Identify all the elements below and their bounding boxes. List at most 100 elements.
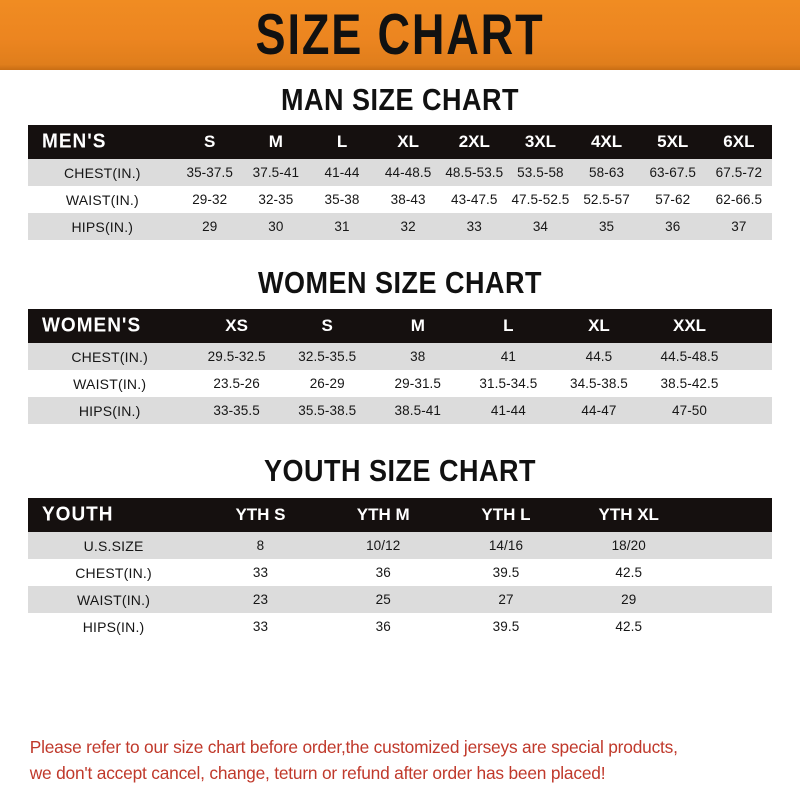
youth-category-label: YOUTH — [42, 503, 114, 526]
men-size-header-6: 4XL — [590, 132, 623, 151]
men-cell-0-5: 53.5-58 — [517, 165, 564, 180]
men-size-header-0: S — [204, 132, 216, 151]
men-cell-1-0: 29-32 — [192, 192, 228, 207]
youth-cell-3-0: 33 — [252, 619, 269, 634]
men-cell-2-0: 29 — [202, 219, 218, 234]
women-cell-1-4: 34.5-38.5 — [569, 376, 628, 391]
women-size-table: WOMEN'S XS S M L XL XXL CHEST(IN.) 29.5-32.5 32.5… — [28, 309, 772, 424]
section-men: MAN SIZE CHART MEN'S S M L XL 2XL 3XL 4XL 5XL 6XL… — [0, 70, 800, 240]
men-cell-2-7: 36 — [665, 219, 681, 234]
men-cell-1-2: 35-38 — [324, 192, 360, 207]
women-row-label-0: CHEST(IN.) — [71, 348, 148, 365]
women-cell-0-5: 44.5-48.5 — [660, 349, 719, 364]
youth-header-spacer — [690, 498, 772, 532]
youth-cell-spacer — [690, 613, 772, 640]
women-header-row: WOMEN'S XS S M L XL XXL — [28, 309, 772, 343]
men-cell-0-6: 58-63 — [589, 165, 625, 180]
youth-cell-spacer — [690, 586, 772, 613]
youth-header-row: YOUTH YTH S YTH M YTH L YTH XL — [28, 498, 772, 532]
women-size-header-4: XL — [588, 316, 610, 335]
men-row-label-1: WAIST(IN.) — [65, 191, 139, 208]
youth-cell-2-1: 25 — [375, 592, 391, 607]
youth-size-table: YOUTH YTH S YTH M YTH L YTH XL U.S.SIZE 8 10/12… — [28, 498, 772, 640]
youth-cell-0-3: 18/20 — [611, 538, 646, 553]
men-cell-2-2: 31 — [334, 219, 350, 234]
women-size-header-5: XXL — [672, 316, 707, 335]
men-cell-1-4: 43-47.5 — [451, 192, 498, 207]
men-size-header-7: 5XL — [657, 132, 689, 151]
policy-line-1: Please refer to our size chart before or… — [29, 737, 678, 758]
men-category-label: MEN'S — [42, 130, 107, 153]
men-size-table: MEN'S S M L XL 2XL 3XL 4XL 5XL 6XL CHEST(IN.) 35-37… — [28, 125, 772, 240]
men-table-body: MEN'S S M L XL 2XL 3XL 4XL 5XL 6XL CHEST(IN.) 35-37… — [28, 125, 772, 240]
women-section-title: WOMEN SIZE CHART — [258, 266, 542, 300]
youth-cell-0-0: 8 — [256, 538, 265, 553]
youth-size-header-0: YTH S — [235, 505, 286, 524]
youth-row-label-2: WAIST(IN.) — [77, 591, 151, 608]
men-header-row: MEN'S S M L XL 2XL 3XL 4XL 5XL 6XL — [28, 125, 772, 159]
table-row: HIPS(IN.) 33 36 39.5 42.5 — [28, 613, 772, 640]
women-size-header-1: S — [321, 316, 333, 335]
youth-cell-spacer — [690, 559, 772, 586]
table-row: HIPS(IN.) 33-35.5 35.5-38.5 38.5-41 41-44 44-… — [28, 397, 772, 424]
women-cell-1-2: 29-31.5 — [394, 376, 442, 391]
men-cell-2-8: 37 — [731, 219, 747, 234]
men-cell-0-4: 48.5-53.5 — [445, 165, 504, 180]
men-row-label-2: HIPS(IN.) — [71, 218, 134, 235]
men-cell-0-1: 37.5-41 — [252, 165, 300, 180]
men-cell-0-2: 41-44 — [324, 165, 360, 180]
youth-cell-2-3: 29 — [621, 592, 637, 607]
order-policy-note: Please refer to our size chart before or… — [4, 735, 796, 800]
page-banner: SIZE CHART — [0, 0, 800, 70]
men-cell-2-6: 35 — [598, 219, 615, 234]
men-cell-1-5: 47.5-52.5 — [511, 192, 570, 207]
youth-cell-2-0: 23 — [252, 592, 269, 607]
women-cell-0-0: 29.5-32.5 — [207, 349, 266, 364]
women-cell-2-0: 33-35.5 — [213, 403, 260, 418]
women-cell-spacer — [735, 343, 772, 370]
youth-row-label-1: CHEST(IN.) — [75, 564, 152, 581]
men-size-header-3: XL — [397, 132, 420, 151]
youth-row-label-0: U.S.SIZE — [83, 537, 144, 554]
table-row: U.S.SIZE 8 10/12 14/16 18/20 — [28, 532, 772, 559]
men-size-header-2: L — [336, 132, 348, 151]
men-cell-0-7: 63-67.5 — [649, 165, 696, 180]
men-cell-1-7: 57-62 — [655, 192, 691, 207]
men-size-header-4: 2XL — [458, 132, 490, 151]
women-cell-2-3: 41-44 — [490, 403, 526, 418]
men-cell-2-5: 34 — [532, 219, 549, 234]
table-row: CHEST(IN.) 35-37.5 37.5-41 41-44 44-48.5 48.5… — [28, 159, 772, 186]
youth-size-header-3: YTH XL — [598, 505, 659, 524]
women-cell-2-2: 38.5-41 — [394, 403, 442, 418]
women-cell-2-4: 44-47 — [581, 403, 617, 418]
women-cell-1-3: 31.5-34.5 — [479, 376, 538, 391]
men-cell-1-6: 52.5-57 — [583, 192, 630, 207]
youth-cell-1-3: 42.5 — [615, 565, 643, 580]
youth-size-header-2: YTH L — [481, 505, 531, 524]
women-cell-0-4: 44.5 — [585, 349, 613, 364]
men-section-title: MAN SIZE CHART — [281, 83, 519, 117]
table-row: WAIST(IN.) 23.5-26 26-29 29-31.5 31.5-34.5 34… — [28, 370, 772, 397]
women-cell-0-3: 41 — [500, 349, 516, 364]
policy-line-2: we don't accept cancel, change, teturn o… — [29, 762, 606, 783]
youth-cell-0-2: 14/16 — [488, 538, 524, 553]
men-size-header-1: M — [268, 132, 283, 151]
youth-table-body: YOUTH YTH S YTH M YTH L YTH XL U.S.SIZE 8 10/12… — [28, 498, 772, 640]
women-category-label: WOMEN'S — [42, 314, 142, 337]
women-cell-2-1: 35.5-38.5 — [298, 403, 357, 418]
men-cell-2-1: 30 — [268, 219, 284, 234]
youth-cell-3-1: 36 — [375, 619, 391, 634]
table-row: WAIST(IN.) 29-32 32-35 35-38 38-43 43-47.5 47.… — [28, 186, 772, 213]
women-cell-0-1: 32.5-35.5 — [298, 349, 357, 364]
women-row-label-1: WAIST(IN.) — [73, 375, 147, 392]
table-row: CHEST(IN.) 29.5-32.5 32.5-35.5 38 41 44.5 44.5… — [28, 343, 772, 370]
youth-cell-spacer — [690, 532, 772, 559]
women-size-header-0: XS — [225, 316, 248, 335]
men-cell-2-3: 32 — [400, 219, 416, 234]
youth-cell-3-2: 39.5 — [492, 619, 520, 634]
youth-size-header-1: YTH M — [356, 505, 410, 524]
youth-section-title: YOUTH SIZE CHART — [263, 454, 536, 488]
youth-cell-2-2: 27 — [498, 592, 514, 607]
men-cell-1-3: 38-43 — [390, 192, 426, 207]
